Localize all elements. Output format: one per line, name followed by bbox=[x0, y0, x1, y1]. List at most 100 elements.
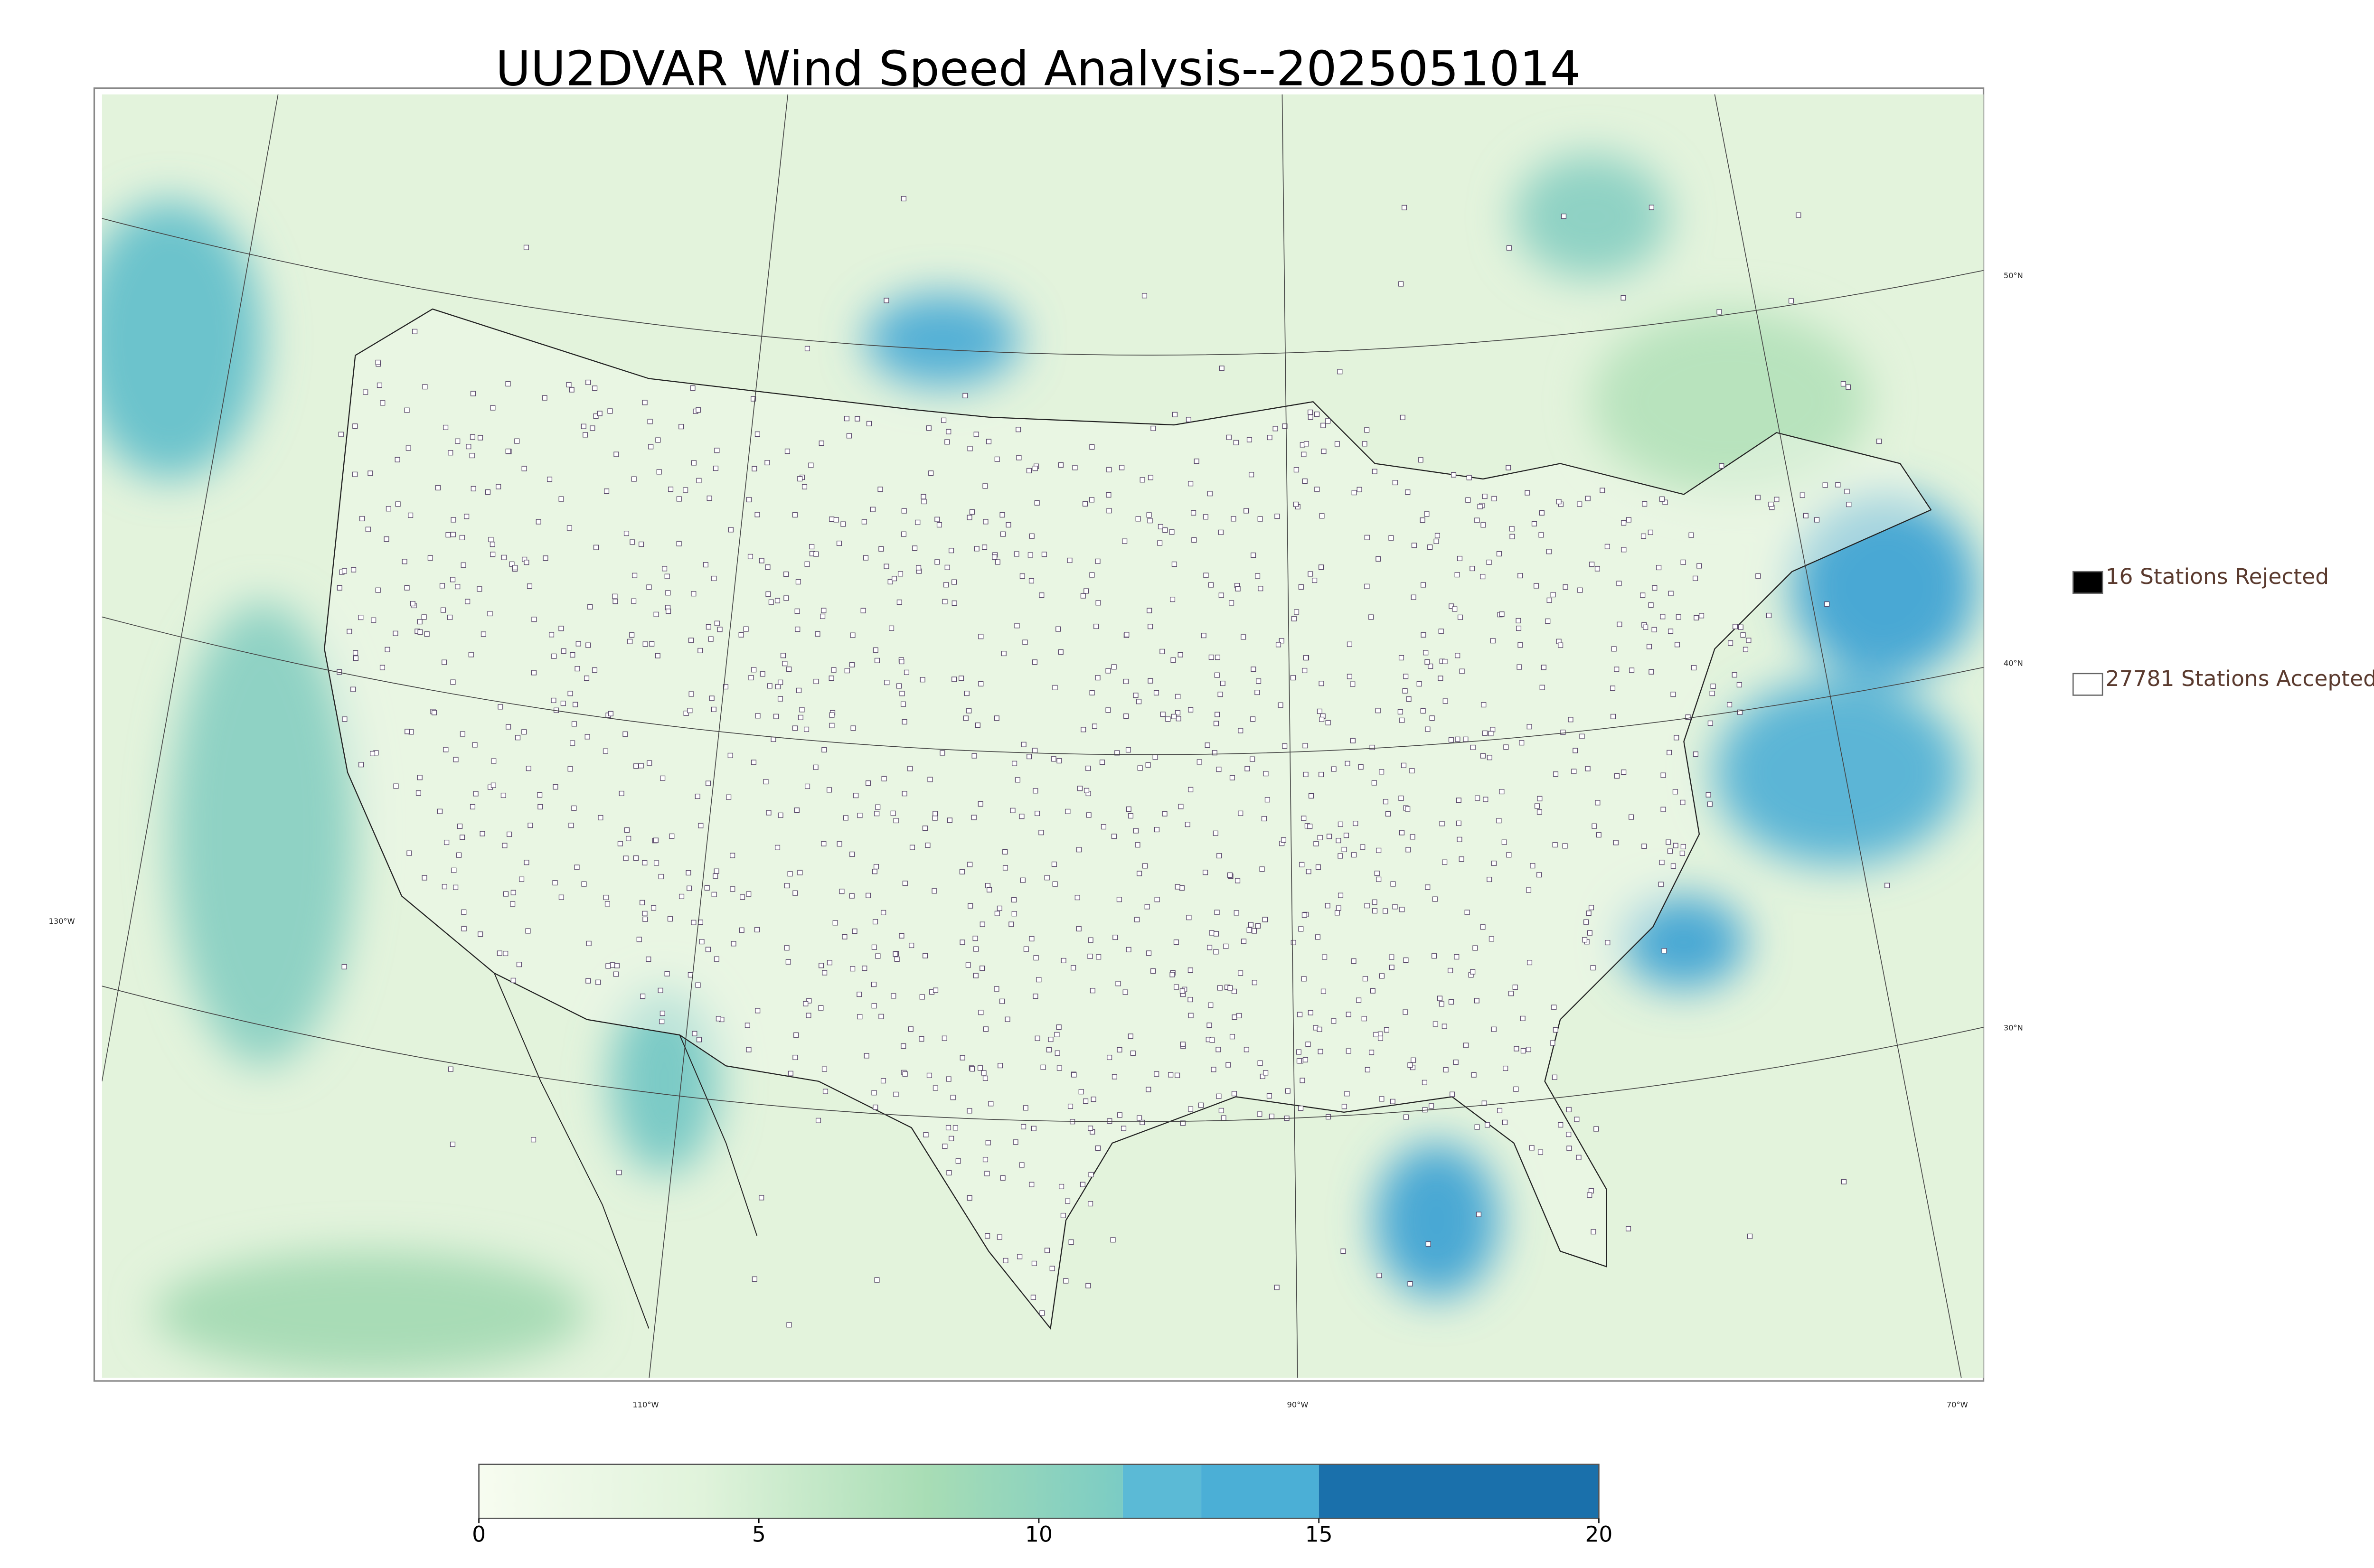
station bbox=[450, 679, 456, 685]
station bbox=[942, 1144, 948, 1149]
station bbox=[490, 552, 496, 557]
station bbox=[1082, 501, 1088, 507]
station bbox=[973, 973, 979, 978]
station bbox=[1596, 832, 1602, 838]
station bbox=[676, 541, 682, 546]
station bbox=[1244, 1047, 1249, 1052]
station bbox=[746, 497, 752, 503]
station bbox=[1551, 1005, 1557, 1010]
station bbox=[1021, 742, 1027, 747]
station bbox=[1215, 1047, 1221, 1052]
station bbox=[415, 790, 421, 796]
station bbox=[992, 554, 998, 560]
station bbox=[1516, 618, 1521, 623]
station bbox=[1215, 712, 1220, 717]
station bbox=[676, 496, 682, 502]
station bbox=[1275, 642, 1281, 648]
station bbox=[1081, 727, 1086, 732]
station bbox=[1421, 632, 1426, 638]
station bbox=[1774, 497, 1780, 502]
station bbox=[1178, 804, 1184, 809]
station bbox=[1696, 563, 1702, 569]
station bbox=[1362, 976, 1368, 982]
station bbox=[775, 845, 781, 850]
colorbar-tick-label: 20 bbox=[1585, 1521, 1612, 1547]
station bbox=[1308, 414, 1313, 420]
station bbox=[1088, 1126, 1093, 1131]
station bbox=[1673, 843, 1678, 848]
station bbox=[585, 379, 591, 385]
station bbox=[1090, 988, 1095, 994]
station bbox=[1526, 1047, 1531, 1052]
station bbox=[1175, 884, 1180, 890]
station bbox=[655, 653, 660, 658]
station bbox=[775, 684, 781, 689]
station bbox=[1668, 629, 1674, 634]
station bbox=[1096, 954, 1102, 960]
station bbox=[593, 413, 599, 419]
station bbox=[1390, 1099, 1395, 1104]
station bbox=[878, 1014, 884, 1019]
station bbox=[1095, 1145, 1101, 1151]
station bbox=[1008, 921, 1014, 927]
station bbox=[1296, 1058, 1302, 1064]
station bbox=[595, 979, 601, 985]
station bbox=[351, 567, 357, 573]
station bbox=[1244, 766, 1250, 771]
station bbox=[774, 598, 781, 603]
station bbox=[949, 548, 954, 554]
station bbox=[1814, 517, 1820, 523]
station bbox=[759, 1195, 764, 1201]
station bbox=[1035, 810, 1040, 817]
station bbox=[942, 599, 948, 604]
station bbox=[612, 593, 618, 599]
station bbox=[1169, 972, 1175, 977]
station bbox=[1350, 681, 1356, 687]
station bbox=[1364, 535, 1370, 540]
station bbox=[1459, 856, 1464, 862]
station bbox=[669, 833, 675, 839]
station bbox=[1056, 1065, 1062, 1071]
station bbox=[1335, 910, 1340, 916]
station bbox=[422, 384, 428, 390]
station bbox=[1346, 1048, 1351, 1054]
station bbox=[1611, 646, 1617, 652]
station bbox=[754, 927, 760, 932]
station bbox=[1327, 834, 1332, 839]
station bbox=[919, 1036, 924, 1042]
station bbox=[1052, 881, 1058, 887]
station bbox=[633, 763, 639, 769]
station bbox=[713, 465, 719, 471]
station bbox=[629, 632, 635, 638]
station bbox=[1360, 844, 1366, 850]
station bbox=[341, 568, 348, 574]
station bbox=[1258, 586, 1263, 592]
station bbox=[1279, 638, 1284, 644]
station bbox=[1656, 565, 1662, 571]
station bbox=[784, 449, 790, 454]
station bbox=[1257, 1111, 1262, 1117]
station bbox=[1699, 613, 1705, 619]
station bbox=[1517, 664, 1522, 670]
station bbox=[1058, 462, 1064, 468]
station bbox=[1019, 814, 1025, 819]
station bbox=[658, 987, 663, 993]
station bbox=[982, 1157, 988, 1163]
station bbox=[1487, 755, 1492, 761]
station bbox=[837, 841, 842, 847]
station bbox=[1254, 690, 1260, 695]
station bbox=[1010, 807, 1016, 813]
station bbox=[987, 887, 992, 892]
station bbox=[581, 881, 587, 887]
station bbox=[1232, 1014, 1237, 1020]
station bbox=[679, 893, 685, 899]
station bbox=[801, 484, 808, 489]
station bbox=[768, 599, 774, 605]
station bbox=[473, 791, 479, 797]
station bbox=[1475, 795, 1480, 801]
station bbox=[352, 423, 358, 429]
station bbox=[1338, 892, 1344, 898]
station bbox=[404, 407, 410, 413]
station bbox=[1020, 877, 1026, 883]
